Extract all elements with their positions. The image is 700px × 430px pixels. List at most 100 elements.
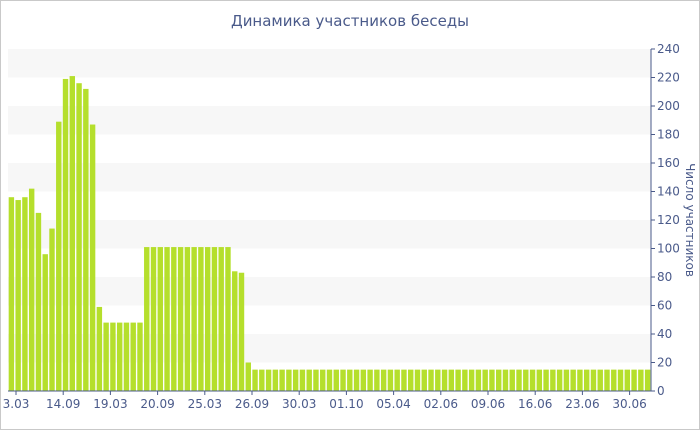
grid-band — [8, 49, 651, 78]
bar — [320, 369, 326, 392]
bar — [516, 369, 522, 392]
bar — [69, 76, 75, 391]
bar — [414, 369, 421, 392]
bar — [583, 369, 590, 392]
bar — [435, 369, 441, 392]
bar — [543, 369, 549, 392]
bar — [631, 369, 637, 392]
bar — [624, 369, 631, 392]
bar — [245, 362, 251, 391]
bar — [83, 88, 89, 392]
bar — [462, 369, 468, 392]
bar — [577, 369, 583, 392]
bar — [340, 369, 346, 392]
y-tick-label: 80 — [657, 270, 672, 284]
bar — [387, 369, 394, 392]
bar — [611, 369, 617, 392]
bar — [232, 271, 238, 391]
bar — [333, 369, 339, 392]
bar — [563, 369, 570, 392]
grid-band — [8, 163, 651, 192]
bar — [56, 121, 62, 392]
bar — [130, 322, 136, 391]
bar — [455, 369, 461, 392]
y-tick-label: 220 — [657, 71, 680, 85]
bar — [28, 188, 35, 391]
bar — [536, 369, 543, 392]
bar — [313, 369, 319, 392]
bar — [76, 83, 82, 391]
bar — [509, 369, 515, 392]
bar — [252, 369, 258, 392]
bar — [116, 322, 123, 391]
bar — [15, 200, 21, 391]
grid-bands — [8, 49, 651, 363]
bar — [225, 247, 231, 391]
bar — [408, 369, 414, 392]
bar — [89, 124, 96, 392]
bar — [171, 247, 177, 391]
bar — [306, 369, 312, 392]
y-tick-label: 160 — [657, 156, 680, 170]
bar — [123, 322, 130, 391]
bar — [259, 369, 265, 392]
bars — [8, 76, 651, 392]
bar — [428, 369, 434, 392]
y-tick-label: 60 — [657, 299, 672, 313]
y-tick-label: 100 — [657, 242, 680, 256]
x-tick-label: 20.09 — [140, 397, 174, 411]
grid-band — [8, 277, 651, 306]
bar — [49, 228, 55, 391]
bar — [265, 369, 272, 392]
grid-band — [8, 106, 651, 135]
y-tick-label: 0 — [657, 384, 665, 398]
x-tick-label: 25.03 — [188, 397, 222, 411]
x-tick-label: 09.06 — [471, 397, 505, 411]
x-tick-label: 30.06 — [612, 397, 646, 411]
bar — [529, 369, 536, 392]
x-tick-label: 16.06 — [518, 397, 552, 411]
x-tick-label: 01.10 — [329, 397, 363, 411]
bar — [96, 306, 103, 391]
bar — [35, 212, 42, 392]
bar — [489, 369, 495, 392]
bar — [523, 369, 529, 392]
y-tick-label: 40 — [657, 327, 672, 341]
bar — [380, 369, 387, 392]
x-tick-label: 05.04 — [376, 397, 410, 411]
chart-title: Динамика участников беседы — [230, 12, 470, 30]
y-tick-label: 240 — [657, 42, 680, 56]
y-axis-label: Число участников — [683, 163, 697, 277]
bar — [272, 369, 279, 392]
bar — [597, 369, 603, 392]
bar — [204, 247, 211, 391]
bar — [326, 369, 333, 392]
bar — [144, 247, 150, 391]
bar — [441, 369, 448, 392]
x-tick-label: 14.09 — [46, 397, 80, 411]
bar — [286, 369, 292, 392]
bar — [164, 247, 170, 391]
bar — [556, 369, 563, 392]
bar — [421, 369, 427, 392]
bar — [42, 254, 48, 391]
bar — [198, 247, 204, 391]
bar — [496, 369, 502, 392]
bar — [8, 197, 15, 391]
bar — [570, 369, 576, 392]
bar — [177, 247, 184, 391]
bar — [394, 369, 400, 392]
bar — [110, 322, 116, 391]
bar — [137, 322, 143, 391]
bar — [448, 369, 455, 392]
bar — [184, 247, 191, 391]
y-tick-labels: 0 20 40 60 80 100 120 140 160 180 200 220 240 — [651, 42, 680, 398]
bar — [644, 369, 651, 392]
bar — [617, 369, 624, 392]
bar — [191, 247, 197, 391]
bar — [604, 369, 610, 392]
x-tick-label: 26.09 — [235, 397, 269, 411]
x-tick-labels: 3.03 14.09 19.03 20.09 25.03 26.09 30.03 01.10 0… — [3, 391, 647, 411]
bar — [353, 369, 360, 392]
